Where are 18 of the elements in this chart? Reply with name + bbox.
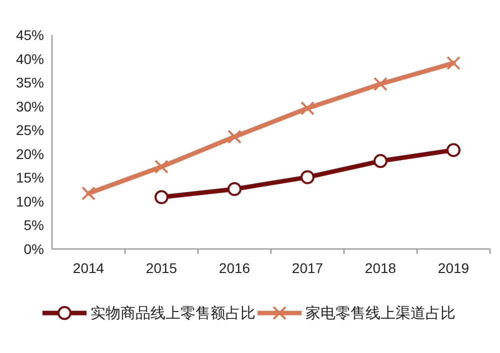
x-tick-label: 2015 [146,260,178,276]
y-tick-label: 35% [16,74,44,91]
y-tick-label: 20% [16,146,44,162]
x-tick-label: 2016 [218,260,250,276]
y-tick-label: 45% [16,27,44,43]
y-tick-label: 10% [16,193,44,210]
y-tick-label: 25% [16,122,44,138]
x-tick-label: 2014 [72,260,104,276]
legend-label: 实物商品线上零售额占比 [90,305,256,322]
y-tick-label: 15% [16,170,44,186]
y-tick-label: 5% [24,217,44,234]
x-tick-label: 2018 [364,260,396,276]
y-tick-label: 40% [16,50,44,67]
y-tick-label: 0% [24,241,44,257]
legend-label: 家电零售线上渠道占比 [306,305,456,322]
y-tick-label: 30% [16,98,44,114]
x-tick-label: 2019 [438,260,470,276]
x-tick-label: 2017 [292,260,324,276]
